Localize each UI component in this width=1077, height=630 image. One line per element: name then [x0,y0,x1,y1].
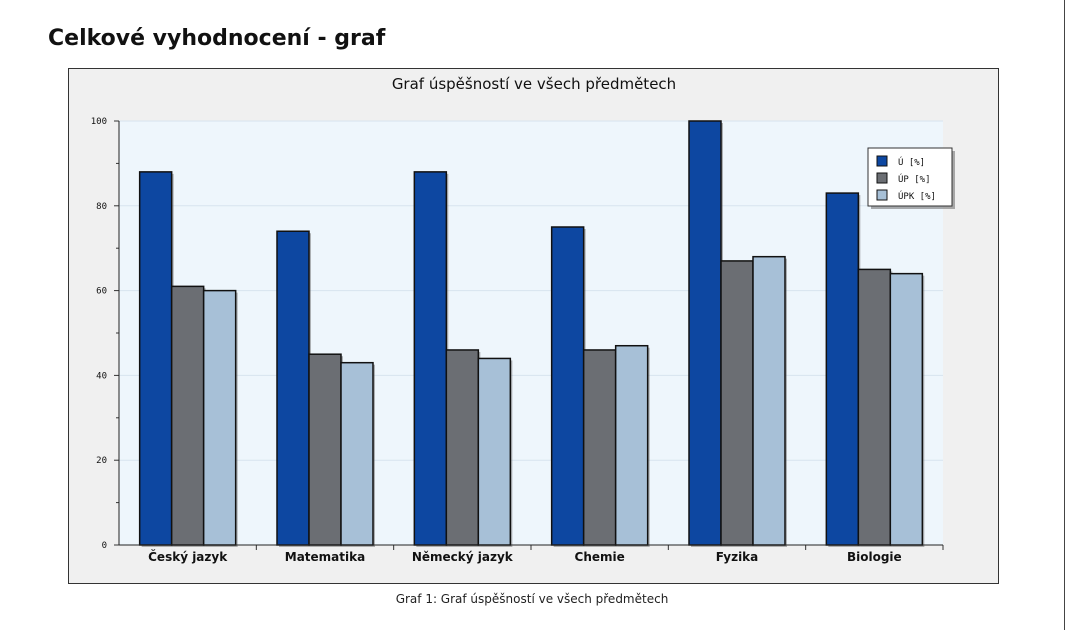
legend-label: ÚP [%] [898,173,931,185]
y-tick-label: 0 [102,541,107,551]
bar [550,226,585,546]
page-title: Celkové vyhodnocení - graf [48,26,386,51]
y-tick-label: 20 [96,456,107,466]
bar [276,230,310,546]
x-category-label: Chemie [575,550,625,564]
bar [825,192,860,546]
legend-swatch [876,172,888,184]
x-category-label: Německý jazyk [412,550,514,564]
bar [445,349,480,546]
bar [582,349,617,546]
bar [340,361,374,546]
bar [614,344,649,546]
x-category-label: Fyzika [716,550,759,564]
bar [752,255,786,546]
bar [889,272,924,546]
bar [477,357,512,546]
x-category-label: Matematika [285,550,365,564]
bar [688,120,722,546]
y-tick-label: 80 [96,202,107,212]
legend-swatch [876,155,888,167]
chart-frame: Graf úspěšností ve všech předmětech 0 20 4… [68,68,999,584]
x-category-label: Český jazyk [148,549,228,564]
bar [720,260,754,546]
bar [202,289,237,546]
plot-area [119,121,943,545]
bar [138,171,173,546]
x-category-label: Biologie [847,550,902,564]
bar [170,285,205,546]
y-tick-label: 100 [91,117,107,127]
legend-swatch [876,189,888,201]
y-tick-label: 60 [96,287,107,297]
chart-svg: Graf úspěšností ve všech předmětech 0 20 4… [91,75,955,564]
bar [413,171,448,546]
legend-label: Ú [%] [898,156,925,168]
bar [308,353,342,546]
page-edge-divider [1064,0,1065,630]
bar [857,268,892,546]
chart-title: Graf úspěšností ve všech předmětech [392,75,676,93]
legend-label: ÚPK [%] [898,190,936,202]
y-tick-label: 40 [96,371,107,381]
figure-caption: Graf 1: Graf úspěšností ve všech předmět… [395,592,669,606]
